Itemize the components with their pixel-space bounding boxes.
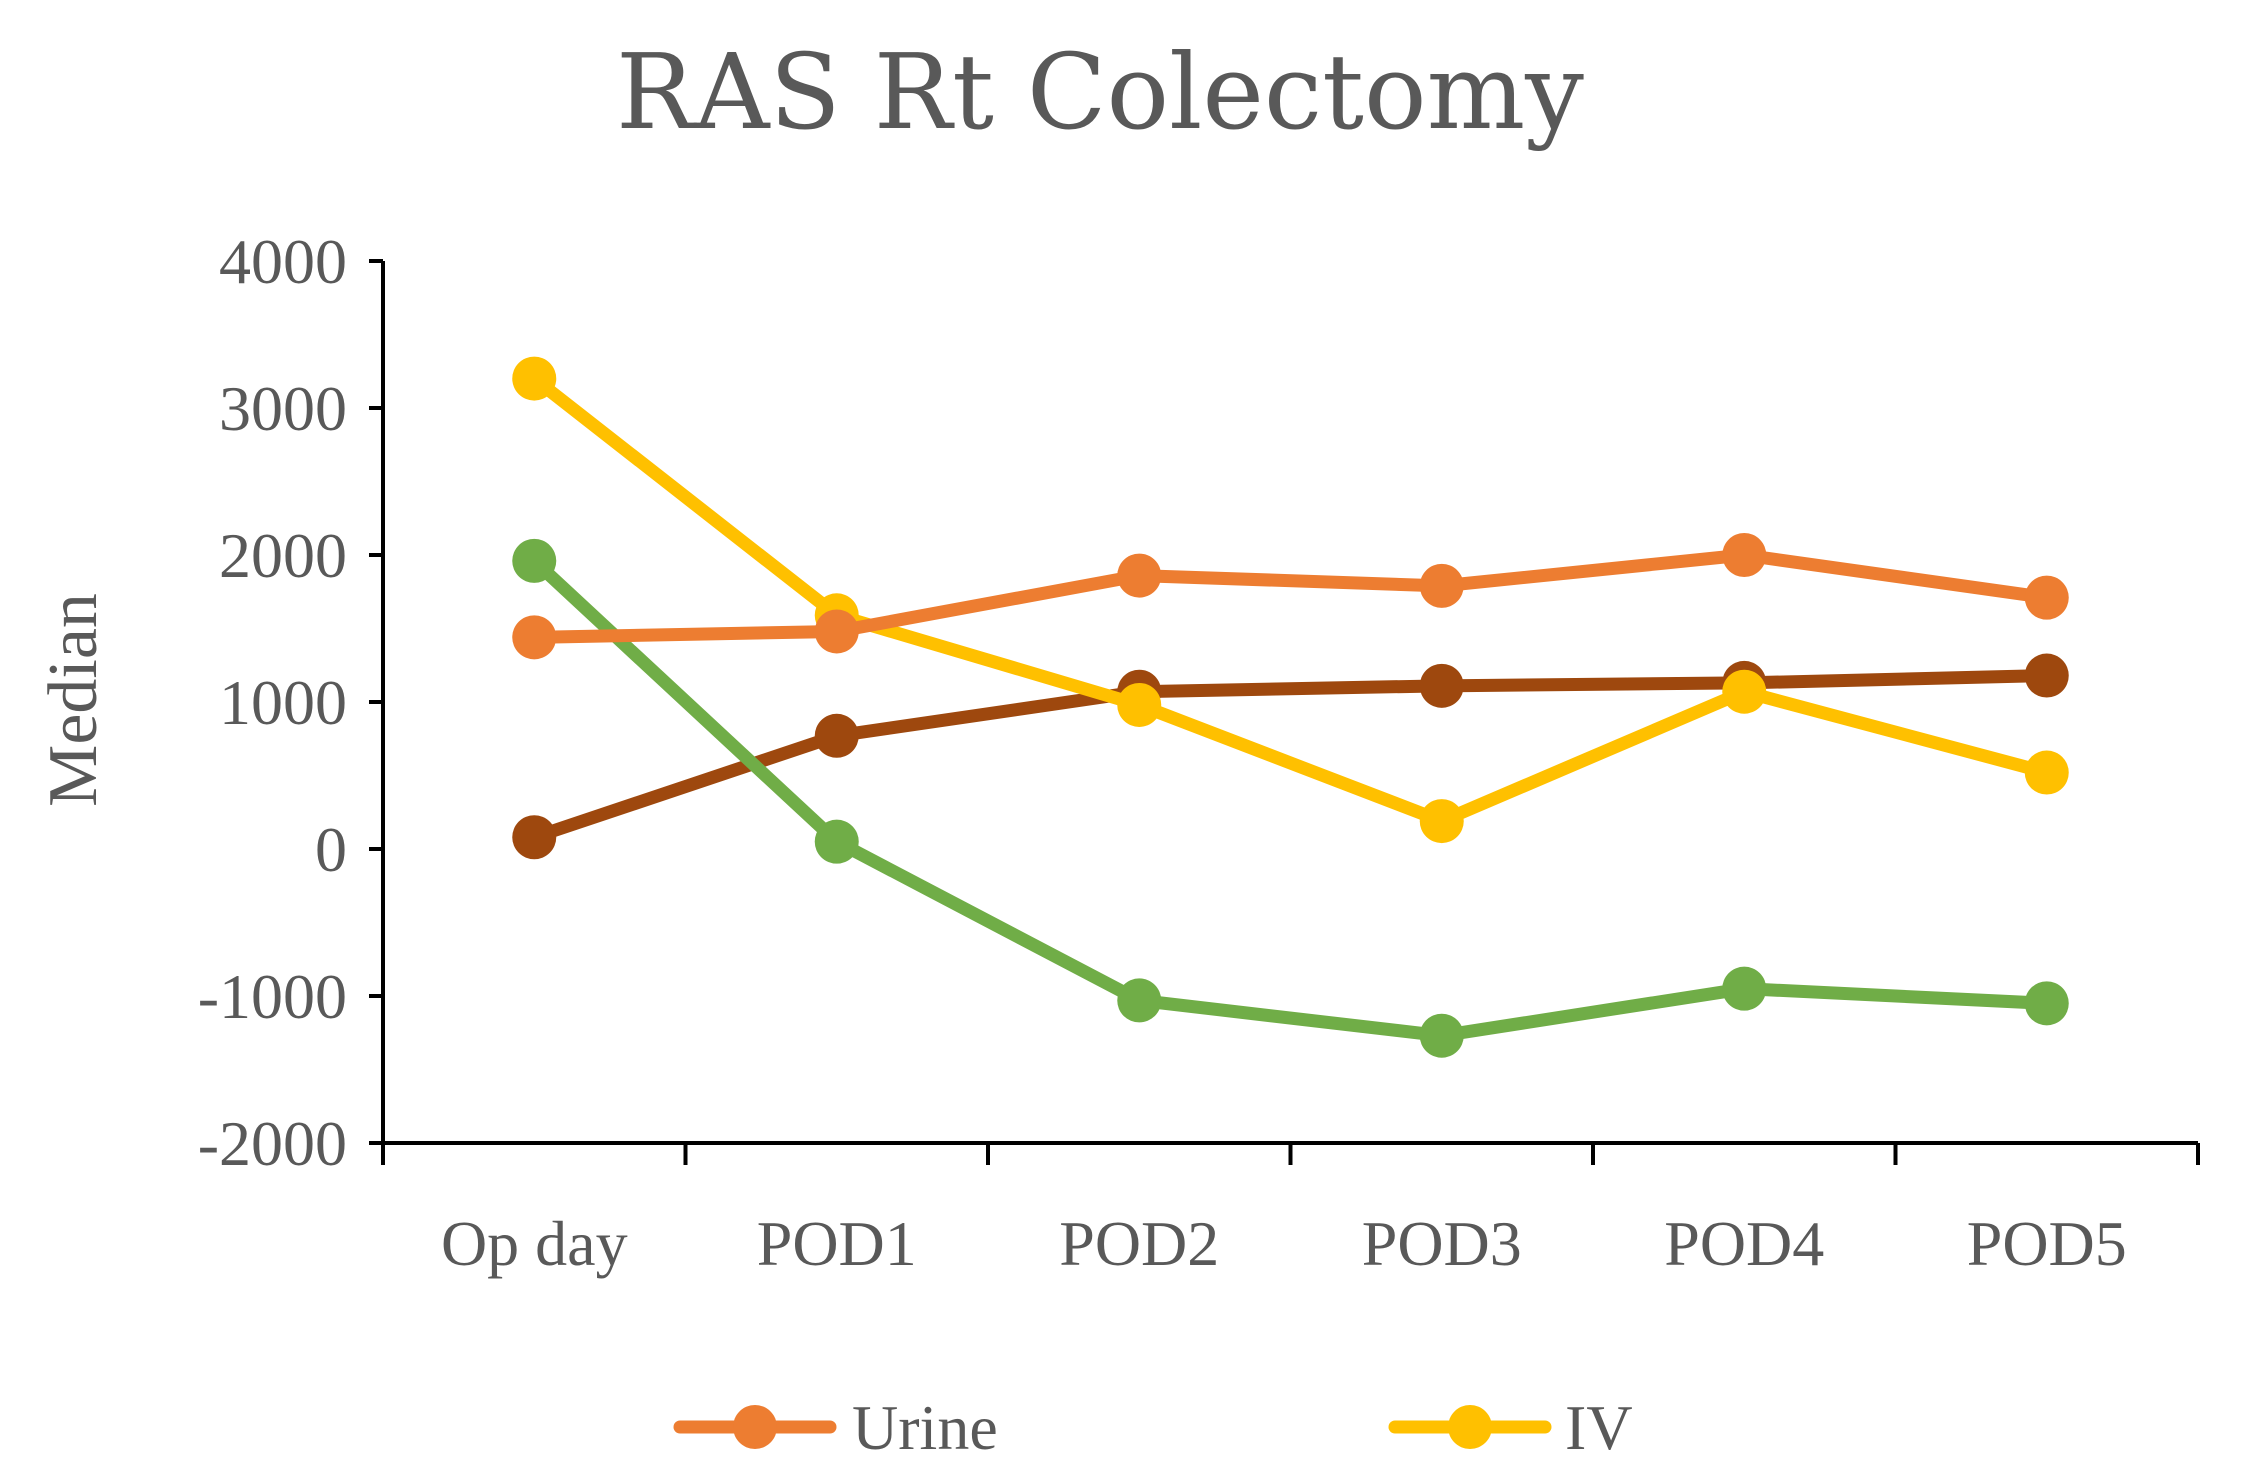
x-tick-label: POD5 — [1967, 1208, 2127, 1279]
data-point — [1117, 553, 1162, 598]
legend-swatch-marker — [1448, 1405, 1492, 1449]
y-tick-label: -2000 — [198, 1108, 347, 1179]
x-tick-label: POD4 — [1664, 1208, 1824, 1279]
y-axis-label: Median — [35, 593, 112, 807]
data-point — [512, 538, 557, 583]
legend-label: IV — [1565, 1392, 1633, 1463]
x-tick-label: POD3 — [1362, 1208, 1522, 1279]
data-point — [2024, 981, 2069, 1026]
data-point — [814, 713, 859, 758]
data-point — [814, 609, 859, 654]
y-tick-label: 4000 — [219, 226, 347, 297]
series-layer — [512, 356, 2069, 1058]
y-tick-label: 2000 — [219, 520, 347, 591]
series-unnamed-2 — [512, 538, 2069, 1058]
data-point — [1419, 663, 1464, 708]
data-point — [512, 615, 557, 660]
series-urine — [512, 533, 2069, 660]
data-point — [2024, 653, 2069, 698]
x-tick-label: POD1 — [757, 1208, 917, 1279]
data-point — [512, 815, 557, 860]
x-tick-label: POD2 — [1059, 1208, 1219, 1279]
data-point — [1722, 669, 1767, 714]
y-tick-label: -1000 — [198, 961, 347, 1032]
x-tick-label: Op day — [441, 1208, 628, 1279]
y-tick-label: 1000 — [219, 667, 347, 738]
axes: 4000 3000 2000 1000 0 -1000 -2000 Op day POD1 POD… — [198, 226, 2200, 1279]
y-tick-label: 0 — [315, 814, 347, 885]
series-line — [527, 372, 2054, 828]
data-point — [1117, 682, 1162, 727]
data-point — [1419, 799, 1464, 844]
data-point — [1117, 978, 1162, 1023]
data-point — [2024, 750, 2069, 795]
series-iv — [512, 356, 2069, 844]
data-point — [2024, 575, 2069, 620]
data-point — [1722, 966, 1767, 1011]
series-line — [527, 548, 2054, 644]
legend-swatch-marker — [733, 1405, 777, 1449]
chart-title: RAS Rt Colectomy — [616, 31, 1584, 153]
data-point — [814, 819, 859, 864]
series-line — [527, 554, 2054, 1043]
data-point — [1419, 563, 1464, 608]
data-point — [1419, 1013, 1464, 1058]
legend-label: Urine — [852, 1392, 998, 1463]
legend-item-iv: IV — [1388, 1392, 1633, 1463]
y-tick-label: 3000 — [219, 373, 347, 444]
data-point — [1722, 533, 1767, 577]
legend-item-urine: Urine — [673, 1392, 998, 1463]
data-point — [512, 356, 557, 401]
legend: Urine IV — [673, 1392, 1633, 1463]
series-line — [527, 669, 2054, 844]
